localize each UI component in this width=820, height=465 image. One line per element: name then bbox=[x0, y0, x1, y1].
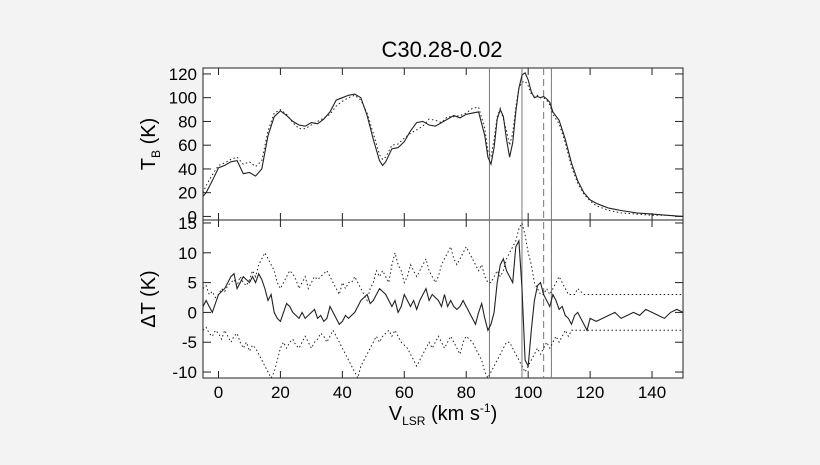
xtick-label: 80 bbox=[457, 383, 476, 402]
top-ytick-label: 80 bbox=[178, 112, 197, 131]
chart-title: C30.28-0.02 bbox=[381, 37, 502, 62]
bottom-ytick-label: 15 bbox=[178, 214, 197, 233]
bottom-ytick-label: 10 bbox=[178, 244, 197, 263]
top-ytick-label: 120 bbox=[169, 65, 197, 84]
xtick-label: 40 bbox=[333, 383, 352, 402]
top-series-1-solid bbox=[202, 71, 684, 217]
top-ytick-label: 20 bbox=[178, 184, 197, 203]
x-axis-label: VLSR (km s-1) bbox=[389, 401, 497, 428]
y-axis-label-bottom-main: ΔT bbox=[138, 302, 160, 327]
y-axis-label-bottom-tail: (K) bbox=[138, 270, 160, 302]
top-ytick-label: 60 bbox=[178, 136, 197, 155]
bottom-ytick-label: -5 bbox=[182, 333, 197, 352]
xtick-label: 0 bbox=[214, 383, 223, 402]
xtick-label: 120 bbox=[576, 383, 604, 402]
x-axis-label-close: ) bbox=[491, 403, 498, 425]
x-axis-label-main: V bbox=[389, 403, 403, 425]
bottom-ytick-label: 0 bbox=[188, 303, 197, 322]
y-axis-label-top-tail: (K) bbox=[138, 118, 160, 150]
series-layer bbox=[202, 71, 684, 380]
panel-top bbox=[202, 67, 684, 221]
bottom-series-2-dotted bbox=[202, 221, 683, 302]
bottom-ytick-label: 5 bbox=[188, 274, 197, 293]
xtick-label: 20 bbox=[271, 383, 290, 402]
xtick-label: 140 bbox=[638, 383, 666, 402]
y-axis-label-top: TB (K) bbox=[138, 118, 163, 170]
x-axis-label-sup: -1 bbox=[480, 401, 491, 415]
bottom-series-3-dotted bbox=[202, 326, 683, 380]
top-ytick-label: 40 bbox=[178, 160, 197, 179]
bottom-ytick-label: -10 bbox=[172, 363, 197, 382]
xtick-label: 100 bbox=[514, 383, 542, 402]
top-ytick-label: 100 bbox=[169, 89, 197, 108]
x-axis-label-sub: LSR bbox=[402, 414, 426, 428]
y-axis-label-bottom: ΔT (K) bbox=[138, 270, 160, 327]
bottom-series-1-solid bbox=[202, 238, 684, 369]
x-axis-label-tail: (km s bbox=[425, 403, 479, 425]
y-axis-label-top-main: T bbox=[138, 158, 160, 170]
panel-top-frame bbox=[202, 67, 684, 221]
top-ytick-label: 0 bbox=[188, 207, 197, 226]
xtick-label: 60 bbox=[395, 383, 414, 402]
top-series-2-dotted bbox=[202, 80, 684, 217]
y-axis-label-top-sub: B bbox=[149, 150, 163, 158]
